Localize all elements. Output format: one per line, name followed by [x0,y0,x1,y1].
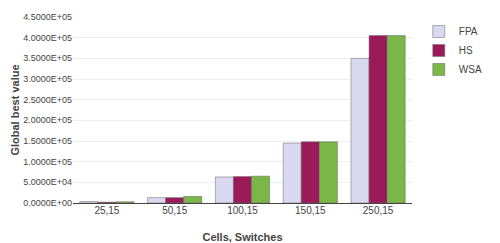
svg-text:5.0000E+04: 5.0000E+04 [23,177,72,187]
svg-text:Global best value: Global best value [9,64,21,155]
svg-text:25,15: 25,15 [94,205,119,216]
svg-text:150,15: 150,15 [295,205,326,216]
svg-text:4.5000E+05: 4.5000E+05 [23,12,72,22]
svg-text:2.5000E+05: 2.5000E+05 [23,95,72,105]
svg-text:50,15: 50,15 [162,205,187,216]
svg-text:2.0000E+05: 2.0000E+05 [23,115,72,125]
svg-text:4.0000E+05: 4.0000E+05 [23,33,72,43]
svg-text:1.5000E+05: 1.5000E+05 [23,136,72,146]
svg-text:WSA: WSA [459,64,482,75]
svg-text:HS: HS [459,45,473,56]
svg-text:100,15: 100,15 [227,205,258,216]
svg-text:3.5000E+05: 3.5000E+05 [23,53,72,63]
svg-text:250,15: 250,15 [363,205,394,216]
svg-text:FPA: FPA [459,26,478,37]
svg-text:0.0000E+00: 0.0000E+00 [23,198,72,208]
svg-text:1.0000E+05: 1.0000E+05 [23,157,72,167]
svg-text:Cells, Switches: Cells, Switches [202,231,282,243]
svg-text:3.0000E+05: 3.0000E+05 [23,74,72,84]
